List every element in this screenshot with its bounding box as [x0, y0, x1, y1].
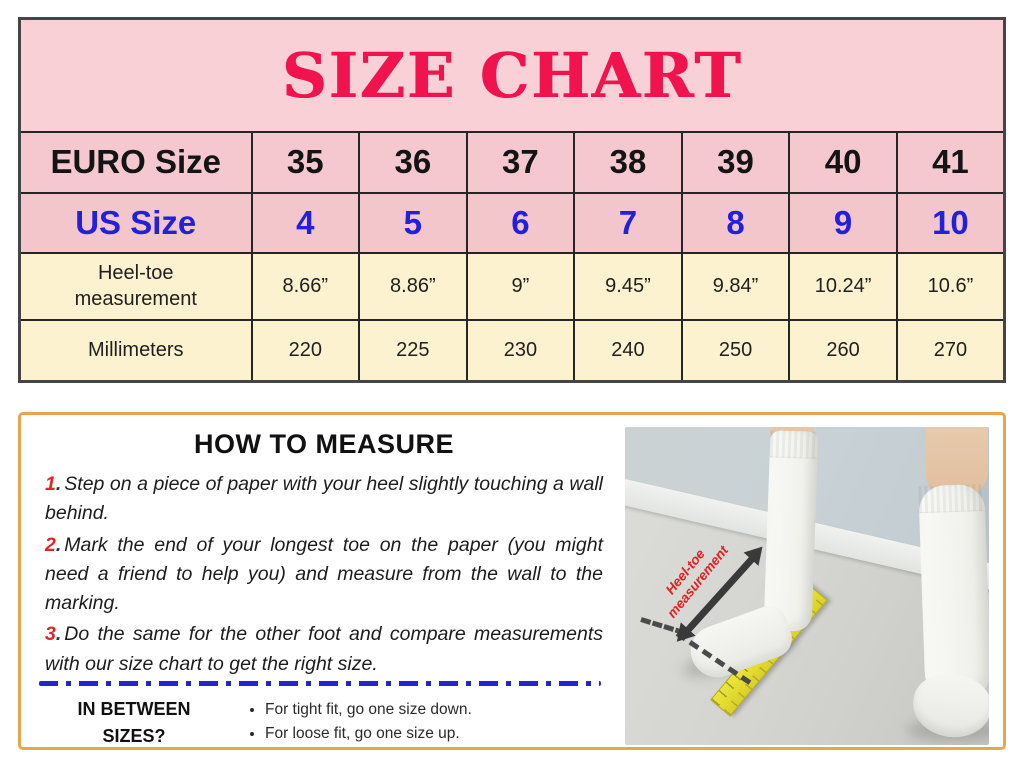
table-row-heel-toe: Heel-toe measurement 8.66” 8.86” 9” 9.45… — [18, 251, 1006, 321]
cell-heel-40: 10.24” — [788, 251, 898, 321]
step-text: Do the same for the other foot and compa… — [45, 623, 603, 675]
table-row-euro-size: EURO Size 35 36 37 38 39 40 41 — [18, 130, 1006, 194]
cell-mm-38: 240 — [573, 318, 683, 383]
cell-heel-35: 8.66” — [250, 251, 361, 321]
measurement-photo: Heel-toe measurement — [625, 427, 989, 745]
row-label-millimeters: Millimeters — [18, 318, 253, 383]
step-number: 3 — [45, 623, 56, 646]
row-label-heel-toe: Heel-toe measurement — [18, 251, 253, 321]
cell-heel-36: 8.86” — [358, 251, 468, 321]
step-2: 2. Mark the end of your longest toe on th… — [45, 531, 603, 619]
step-1: 1. Step on a piece of paper with your hee… — [45, 470, 603, 529]
cell-heel-41: 10.6” — [895, 251, 1006, 321]
cell-mm-35: 220 — [250, 318, 361, 383]
cell-heel-37: 9” — [465, 251, 576, 321]
table-row-millimeters: Millimeters 220 225 230 240 250 260 270 — [18, 318, 1006, 383]
step-dot: . — [55, 623, 62, 646]
cell-us-9: 9 — [788, 191, 898, 254]
step-3: 3. Do the same for the other foot and com… — [45, 620, 603, 679]
cell-mm-36: 225 — [358, 318, 468, 383]
in-between-sizes-label: IN BETWEEN SIZES? — [77, 699, 191, 746]
heel-toe-annotation: Heel-toe measurement — [662, 543, 732, 621]
table-row-us-size: US Size 4 5 6 7 8 9 10 — [18, 191, 1006, 254]
step-number: 1 — [45, 473, 56, 495]
title-cell: SIZE CHART — [18, 17, 1006, 133]
cell-mm-39: 250 — [680, 318, 791, 383]
cell-euro-37: 37 — [465, 130, 576, 194]
dash-dot-divider — [39, 681, 601, 686]
cell-us-5: 5 — [358, 191, 468, 254]
cell-us-8: 8 — [680, 191, 791, 254]
size-chart-title: SIZE CHART — [281, 38, 743, 112]
cell-euro-35: 35 — [250, 130, 361, 194]
in-between-sizes-section: IN BETWEEN SIZES? For tight fit, go one … — [63, 696, 472, 750]
step-text: Mark the end of your longest toe on the … — [45, 533, 603, 615]
list-item-tight-fit: For tight fit, go one size down. — [265, 698, 472, 722]
step-text: Step on a piece of paper with your heel … — [45, 473, 603, 525]
row-label-us-size: US Size — [18, 191, 253, 254]
left-sock — [763, 430, 819, 632]
cell-us-10: 10 — [895, 191, 1006, 254]
step-number: 2 — [45, 533, 56, 556]
cell-euro-40: 40 — [788, 130, 898, 194]
cell-euro-39: 39 — [680, 130, 791, 194]
cell-euro-41: 41 — [895, 130, 1006, 194]
cell-euro-36: 36 — [358, 130, 468, 194]
size-chart-table: SIZE CHART EURO Size 35 36 37 38 39 40 4… — [18, 17, 1006, 383]
cell-euro-38: 38 — [573, 130, 683, 194]
cell-us-4: 4 — [250, 191, 361, 254]
cell-heel-38: 9.45” — [573, 251, 683, 321]
cell-us-7: 7 — [573, 191, 683, 254]
title-row: SIZE CHART — [18, 17, 1006, 133]
cell-mm-40: 260 — [788, 318, 898, 383]
cell-mm-41: 270 — [895, 318, 1006, 383]
cell-heel-39: 9.84” — [680, 251, 791, 321]
cell-us-6: 6 — [465, 191, 576, 254]
fit-tips-list: For tight fit, go one size down. For loo… — [247, 698, 472, 746]
list-item-loose-fit: For loose fit, go one size up. — [265, 722, 472, 746]
step-dot: . — [55, 533, 62, 556]
cell-mm-37: 230 — [465, 318, 576, 383]
step-dot: . — [55, 473, 62, 495]
how-to-measure-heading: HOW TO MEASURE — [193, 429, 454, 459]
row-label-euro-size: EURO Size — [18, 130, 253, 194]
how-to-measure-panel: HOW TO MEASURE 1. Step on a piece of pape… — [18, 412, 1006, 750]
instructions-column: HOW TO MEASURE 1. Step on a piece of pape… — [45, 425, 603, 681]
right-sock — [918, 483, 989, 703]
